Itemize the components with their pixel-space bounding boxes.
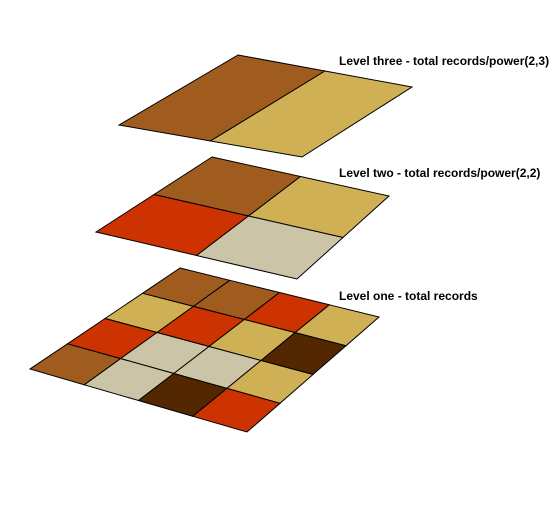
level-one-cell-r3-c3 bbox=[191, 387, 282, 433]
level-two-layer bbox=[94, 156, 391, 280]
level-one-label: Level one - total records bbox=[339, 289, 478, 303]
level-two-label: Level two - total records/power(2,2) bbox=[339, 166, 541, 180]
level-one-layer bbox=[28, 267, 381, 433]
level-two-cell-r1-c1 bbox=[195, 215, 345, 280]
level-three-label: Level three - total records/power(2,3) bbox=[339, 54, 550, 68]
level-three-layer bbox=[117, 54, 414, 158]
level-three-cell-r0-c1 bbox=[209, 70, 414, 158]
